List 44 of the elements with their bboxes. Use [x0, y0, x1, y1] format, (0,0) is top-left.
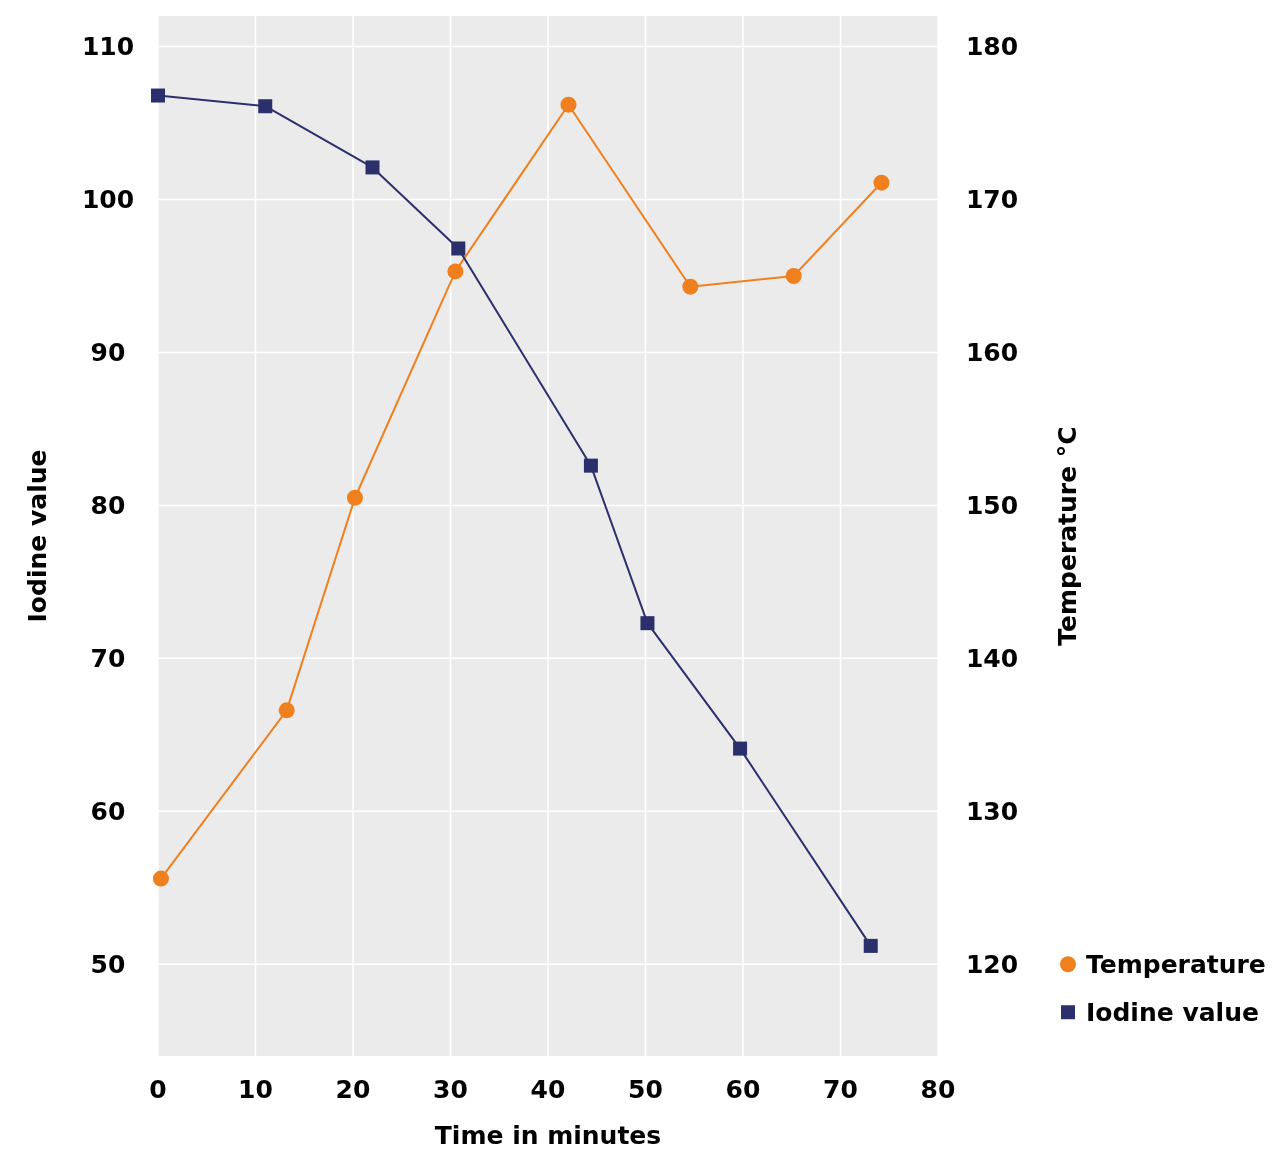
x-tick-label: 60 — [725, 1075, 761, 1104]
x-tick-label: 40 — [530, 1075, 566, 1104]
x-tick-label: 70 — [823, 1075, 858, 1104]
point — [278, 702, 295, 719]
x-tick-label: 80 — [920, 1075, 956, 1104]
x-axis-title: Time in minutes — [434, 1121, 662, 1150]
point — [346, 489, 363, 506]
y2-tick-label: 160 — [965, 338, 1019, 368]
point — [151, 88, 165, 103]
point — [785, 268, 802, 284]
y-tick-label: 60 — [90, 797, 126, 827]
y-tick-label: 80 — [90, 491, 126, 521]
y-tick-label: 110 — [81, 32, 135, 62]
y2-tick-label: 120 — [965, 949, 1019, 979]
point — [583, 458, 598, 473]
point — [640, 616, 655, 631]
point — [863, 938, 878, 953]
point — [258, 99, 273, 114]
y-axis-title: Iodine value — [23, 449, 52, 623]
y2-tick-label: 170 — [965, 185, 1019, 215]
y2-tick-label: 180 — [965, 32, 1019, 62]
point — [451, 241, 466, 256]
point — [152, 870, 169, 887]
y-tick-label: 70 — [90, 644, 126, 674]
x-tick-label: 10 — [238, 1075, 273, 1104]
point — [682, 278, 699, 295]
y-tick-label: 90 — [90, 338, 126, 368]
point — [447, 263, 464, 280]
legend-label: Temperature — [1086, 949, 1266, 979]
point — [733, 741, 748, 756]
y2-tick-label: 150 — [965, 491, 1019, 521]
x-tick-label: 0 — [149, 1075, 167, 1104]
x-tick-label: 50 — [628, 1075, 663, 1104]
legend-label: Iodine value — [1086, 997, 1259, 1027]
y-tick-label: 50 — [90, 949, 126, 979]
y2-tick-label: 130 — [965, 797, 1019, 827]
point — [560, 96, 577, 113]
y-tick-label: 100 — [81, 185, 135, 215]
y2-tick-label: 140 — [965, 644, 1019, 674]
point — [365, 160, 380, 175]
x-tick-label: 20 — [335, 1075, 371, 1104]
point — [873, 174, 890, 191]
x-tick-label: 30 — [433, 1075, 468, 1104]
y2-axis-title: Temperature °C — [1053, 426, 1082, 646]
